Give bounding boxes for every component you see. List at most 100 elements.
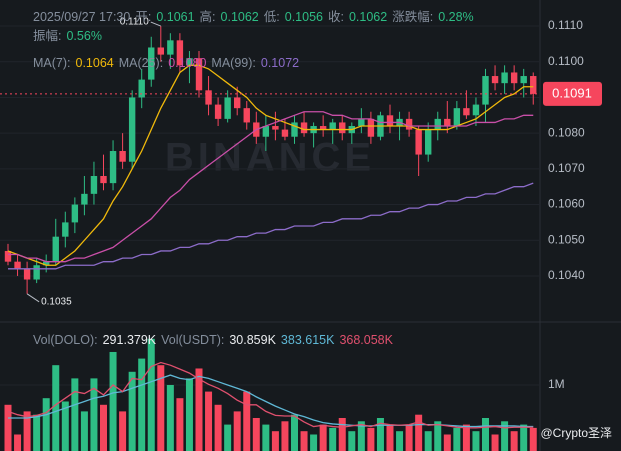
candle-body — [205, 90, 212, 105]
volume-bar — [157, 365, 165, 451]
volume-bar — [262, 424, 270, 451]
candle-body — [23, 268, 31, 280]
candle-body — [138, 79, 145, 98]
volume-ma-value: 383.615K — [280, 333, 335, 347]
candle-body — [71, 204, 79, 223]
volume-bar — [109, 351, 117, 451]
field-value: 0.1062 — [348, 10, 388, 24]
volume-bar — [501, 421, 509, 451]
volume-bar — [100, 404, 107, 451]
volume-bar — [319, 424, 327, 451]
y-tick-label: 0.1080 — [548, 125, 585, 139]
candle-body — [186, 58, 193, 66]
volume-bar — [291, 414, 298, 451]
volume-bar — [271, 431, 279, 451]
datetime: 2025/09/27 17:30 — [33, 10, 131, 24]
candle-body — [14, 261, 21, 269]
candle-body — [167, 40, 174, 55]
candle-body — [405, 118, 413, 130]
volume-bar — [405, 424, 413, 451]
y-tick-label: 0.1050 — [548, 232, 585, 246]
volume-bar — [443, 434, 451, 451]
field-label: 高: — [199, 10, 216, 24]
candle-body — [109, 151, 117, 184]
y-tick-label: 0.1040 — [548, 268, 585, 282]
candle-body — [358, 118, 365, 127]
field-label: 涨跌幅: — [392, 10, 434, 24]
volume-bar — [71, 378, 79, 451]
max-pointer — [150, 21, 161, 27]
volume-bar — [243, 391, 251, 451]
candle-body — [300, 122, 308, 134]
volume-bar — [128, 371, 136, 451]
volume-bar — [23, 411, 31, 451]
volume-bar — [510, 431, 518, 451]
candle-body — [195, 58, 203, 91]
y-tick-label: 0.1070 — [548, 161, 585, 175]
ma-line — [8, 111, 534, 263]
field-value: 0.28% — [438, 10, 474, 24]
candle-body — [224, 97, 231, 119]
candle-body — [444, 118, 451, 127]
volume-bar — [386, 424, 394, 451]
volume-ma-value: 368.058K — [339, 333, 393, 347]
candle-body — [43, 261, 50, 266]
y-tick-label: 0.1060 — [548, 197, 585, 211]
volume-bar — [33, 414, 41, 451]
candle-body — [52, 236, 59, 262]
volume-bar — [472, 431, 480, 451]
field-value: 0.1062 — [220, 10, 259, 24]
candle-body — [510, 72, 518, 84]
volume-bar — [453, 427, 461, 451]
field-value: 0.1056 — [284, 10, 323, 24]
ma-value: 0.1080 — [168, 56, 207, 70]
candle-body — [214, 104, 222, 119]
volume-bar — [119, 411, 127, 451]
candle-body — [243, 108, 250, 123]
candle-body — [33, 265, 40, 280]
candle-body — [530, 76, 537, 94]
volume-bar — [482, 417, 489, 451]
volume-label: Vol(USDT): — [161, 333, 225, 347]
volume-bar — [90, 378, 98, 451]
volume-bar — [14, 434, 22, 451]
volume-bar — [529, 427, 537, 451]
candle-body — [262, 126, 270, 137]
candle-body — [100, 175, 107, 184]
max-label: 0.1110 — [120, 17, 150, 28]
field-label: 振幅: — [33, 29, 62, 43]
volume-bar — [52, 365, 60, 451]
y-tick-label: 0.1110 — [548, 18, 583, 32]
candle-body — [415, 129, 422, 155]
volume-bar — [176, 398, 184, 451]
ma-label: MA(99): — [211, 56, 256, 70]
volume-bar — [300, 431, 308, 451]
volume-bar — [348, 431, 356, 451]
volume-bar — [42, 398, 50, 451]
candle-body — [176, 40, 184, 66]
candle-body — [472, 104, 480, 116]
candle-body — [281, 129, 289, 137]
volume-value: 30.859K — [229, 333, 276, 347]
min-label: 0.1035 — [41, 296, 72, 307]
volume-bar — [376, 417, 384, 451]
min-pointer — [26, 293, 40, 303]
volume-bar — [329, 427, 337, 451]
candle-body — [291, 122, 298, 137]
last-price-box — [543, 81, 602, 106]
field-label: 收: — [327, 10, 344, 24]
volume-bar — [224, 424, 232, 451]
candle-body — [148, 47, 155, 80]
volume-bar — [185, 378, 193, 451]
volume-bar — [166, 384, 174, 451]
field-label: 低: — [263, 10, 280, 24]
credit: @Crypto圣泽 — [540, 426, 612, 440]
volume-value: 291.379K — [102, 333, 157, 347]
candle-body — [434, 118, 441, 130]
ma-value: 0.1072 — [260, 56, 300, 70]
volume-label: Vol(DOLO): — [33, 333, 98, 347]
candle-body — [128, 97, 136, 162]
candle-body — [81, 193, 88, 205]
